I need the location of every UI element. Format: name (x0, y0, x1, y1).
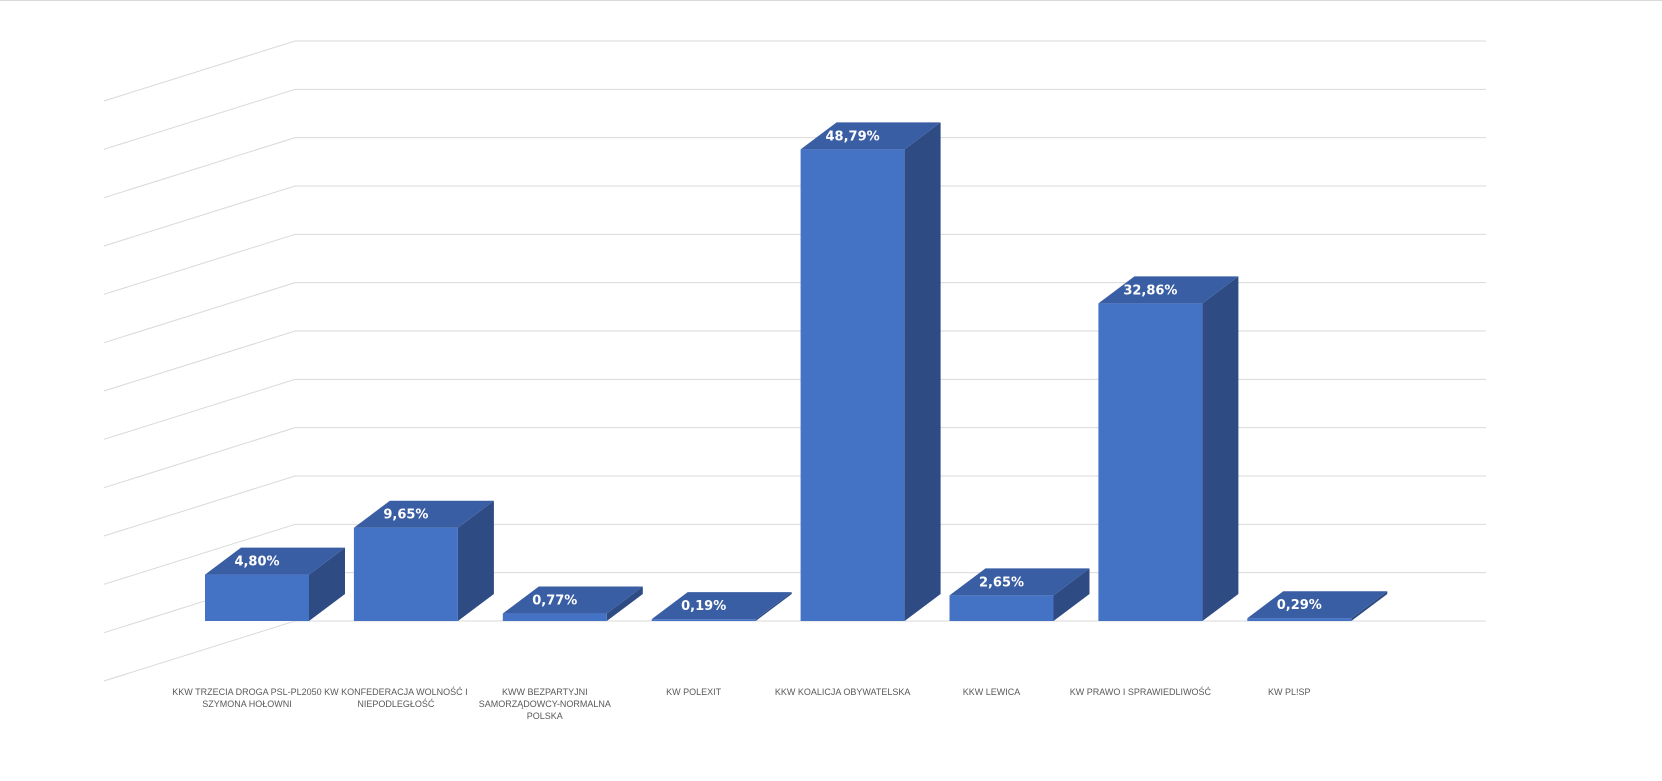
category-label: KKW LEWICA (962, 687, 1021, 697)
bar-top (205, 547, 345, 575)
bar-side (1053, 568, 1090, 621)
bar-front (800, 149, 905, 621)
category-label: KKW KOALICJA OBYWATELSKA (774, 687, 911, 697)
bar-top (353, 500, 494, 528)
bar-front (1247, 618, 1352, 621)
category-label: KW PRAWO I SPRAWIEDLIWOŚĆ (1069, 687, 1212, 697)
data-label: 32,86% (1123, 283, 1177, 298)
gridline (103, 475, 1486, 537)
category-label: KW POLEXIT (666, 687, 722, 697)
bar-top (949, 568, 1090, 596)
gridline (103, 185, 1486, 247)
gridlines (103, 40, 1486, 682)
bar-side (1202, 276, 1239, 621)
gridline (103, 137, 1486, 199)
bar (800, 122, 941, 621)
data-label: 0,29% (1277, 598, 1322, 613)
gridline (103, 282, 1486, 344)
category-label: KWW BEZPARTYJNI SAMORZĄDOWCY-NORMALNA PO… (478, 687, 611, 721)
gridline (103, 233, 1486, 295)
bar (1247, 591, 1388, 621)
gridline (103, 40, 1486, 102)
bar (353, 500, 494, 621)
bar-front (651, 619, 756, 621)
bar (651, 592, 792, 621)
category-label: KW KONFEDERACJA WOLNOŚĆ I NIEPODLEGŁOŚĆ (324, 687, 468, 709)
data-label: 48,79% (826, 129, 880, 144)
bar (502, 586, 643, 621)
bar (205, 547, 345, 621)
gridline (103, 427, 1486, 489)
bar (949, 568, 1090, 621)
bar-side (755, 592, 792, 621)
data-label: 0,77% (532, 594, 577, 609)
gridline (103, 88, 1486, 150)
bar-side (904, 122, 941, 621)
data-label: 4,80% (234, 555, 279, 570)
bar-top (800, 122, 941, 150)
bar-side (309, 547, 345, 621)
category-label: KW PL!SP (1268, 687, 1311, 697)
bar-top (651, 592, 792, 620)
gridline (103, 523, 1486, 585)
bar-front (1098, 303, 1203, 621)
bar-top (502, 586, 643, 614)
category-label: KKW TRZECIA DROGA PSL-PL2050 SZYMONA HOŁ… (172, 687, 322, 709)
bars: 4,80% 9,65% 0,77% 0,19% 48,79% 2,65% 32,86% 0,2… (205, 122, 1388, 621)
bar-front (205, 574, 309, 621)
bar (1098, 276, 1239, 621)
bar-top (1247, 591, 1388, 619)
gridline (103, 330, 1486, 392)
bar-front (353, 527, 458, 621)
bar-side (1351, 591, 1388, 621)
bar-side (606, 586, 643, 621)
bar-side (457, 500, 494, 621)
gridline (103, 378, 1486, 440)
bar-front (502, 613, 607, 621)
gridline (103, 620, 1486, 682)
bar-top (1098, 276, 1239, 304)
data-label: 2,65% (979, 575, 1024, 590)
bar-front (949, 595, 1054, 621)
data-label: 9,65% (383, 508, 428, 523)
data-label: 0,19% (681, 599, 726, 614)
